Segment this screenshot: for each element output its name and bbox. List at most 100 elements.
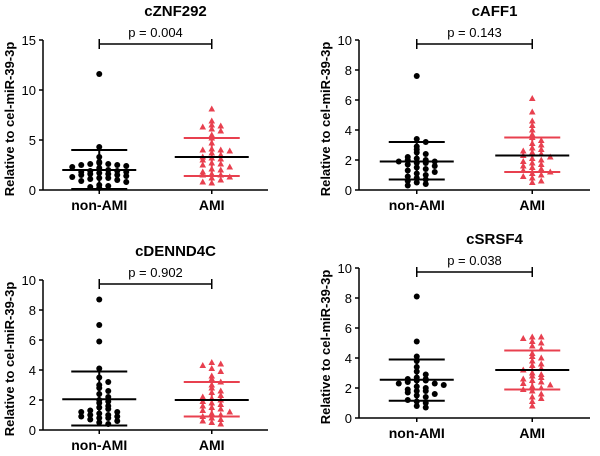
data-point-AMI <box>528 117 536 124</box>
data-point-AMI <box>208 365 216 371</box>
data-point-non-AMI <box>105 415 112 421</box>
data-point-AMI <box>226 147 234 154</box>
data-point-AMI <box>199 123 207 130</box>
data-point-AMI <box>519 162 527 169</box>
y-tick-label: 10 <box>22 273 36 288</box>
y-tick-label: 0 <box>345 183 352 198</box>
data-point-AMI <box>528 398 536 404</box>
data-point-AMI <box>199 402 207 409</box>
data-point-AMI <box>528 393 536 400</box>
data-point-non-AMI <box>96 365 103 372</box>
y-tick-label: 5 <box>29 133 36 148</box>
data-point-AMI <box>208 375 216 382</box>
data-point-non-AMI <box>114 409 121 415</box>
data-point-AMI <box>537 165 545 172</box>
data-point-non-AMI <box>96 322 103 328</box>
data-point-AMI <box>537 374 545 380</box>
data-point-non-AMI <box>422 388 429 394</box>
data-point-AMI <box>217 166 225 173</box>
data-point-non-AMI <box>114 162 121 168</box>
chart-panel-cSRSF4: cSRSF4 Relative to cel-miR-39-3p 0 2 4 6 8 10 no… <box>318 231 590 441</box>
data-point-AMI <box>528 179 536 185</box>
y-tick-label: 8 <box>345 291 352 306</box>
data-point-AMI <box>208 174 216 181</box>
x-tick-label: non-AMI <box>71 437 127 453</box>
data-point-non-AMI <box>404 182 411 189</box>
chart-title: cZNF292 <box>144 3 207 20</box>
y-tick-label: 4 <box>345 351 352 366</box>
data-point-AMI <box>217 127 225 134</box>
chart-title: cSRSF4 <box>466 231 523 248</box>
data-point-AMI <box>537 137 545 143</box>
data-point-AMI <box>217 405 225 412</box>
data-point-AMI <box>519 375 527 382</box>
p-value-label: p = 0.004 <box>128 25 183 40</box>
data-point-AMI <box>217 401 225 407</box>
data-point-non-AMI <box>105 388 112 394</box>
y-tick-label: 2 <box>345 381 352 396</box>
chart-panel-cDENND4C: cDENND4C Relative to cel-miR-39-3p 0 2 4 6 8 10… <box>2 243 268 453</box>
x-tick-label: non-AMI <box>389 197 445 213</box>
chart-title: cAFF1 <box>472 3 518 20</box>
data-point-AMI <box>537 390 545 397</box>
data-point-AMI <box>208 125 216 132</box>
data-point-non-AMI <box>105 183 112 189</box>
chart-panel-cZNF292: cZNF292 Relative to cel-miR-39-3p 0 5 10 15 no… <box>2 3 268 213</box>
data-point-AMI <box>537 171 545 178</box>
data-point-non-AMI <box>422 394 429 400</box>
p-value-label: p = 0.143 <box>447 25 502 40</box>
data-point-AMI <box>208 419 216 425</box>
data-point-AMI <box>208 121 216 128</box>
data-point-non-AMI <box>96 71 103 77</box>
data-point-AMI <box>199 393 207 400</box>
data-point-non-AMI <box>422 172 429 178</box>
data-point-AMI <box>519 158 527 164</box>
data-point-non-AMI <box>96 296 103 303</box>
y-tick-label: 4 <box>345 123 352 138</box>
data-point-AMI <box>199 178 207 185</box>
data-point-non-AMI <box>413 338 420 345</box>
data-point-AMI <box>537 141 545 148</box>
data-point-AMI <box>199 146 207 153</box>
data-point-AMI <box>519 335 527 341</box>
data-point-AMI <box>217 176 225 183</box>
data-point-AMI <box>199 362 207 368</box>
data-point-AMI <box>208 179 216 186</box>
y-tick-label: 2 <box>29 393 36 408</box>
data-point-AMI <box>199 407 207 413</box>
data-point-non-AMI <box>413 293 420 300</box>
x-tick-label: AMI <box>199 197 225 213</box>
y-tick-label: 2 <box>345 153 352 168</box>
data-point-non-AMI <box>422 404 429 411</box>
data-point-AMI <box>226 163 234 170</box>
data-point-AMI <box>537 339 545 346</box>
data-point-AMI <box>546 381 554 388</box>
data-point-AMI <box>208 105 216 112</box>
data-point-non-AMI <box>114 418 121 424</box>
y-tick-label: 10 <box>22 83 36 98</box>
data-point-AMI <box>519 380 527 386</box>
data-point-non-AMI <box>78 178 85 184</box>
y-axis-label: Relative to cel-miR-39-3p <box>2 282 17 437</box>
p-value-label: p = 0.902 <box>128 265 183 280</box>
data-point-non-AMI <box>87 161 94 167</box>
data-point-AMI <box>528 333 536 340</box>
data-point-non-AMI <box>413 136 420 142</box>
chart-panel-cAFF1: cAFF1 Relative to cel-miR-39-3p 0 2 4 6 8 10 non… <box>318 3 590 213</box>
data-point-non-AMI <box>87 407 94 414</box>
data-point-non-AMI <box>413 73 420 79</box>
data-point-AMI <box>199 161 207 168</box>
y-tick-label: 0 <box>29 423 36 438</box>
y-tick-label: 15 <box>22 33 36 48</box>
data-point-non-AMI <box>431 391 438 397</box>
data-point-AMI <box>537 360 545 367</box>
x-tick-label: non-AMI <box>389 425 445 441</box>
data-point-non-AMI <box>69 164 76 170</box>
data-point-AMI <box>528 338 536 344</box>
data-point-non-AMI <box>87 416 94 423</box>
data-point-non-AMI <box>78 409 85 415</box>
data-point-non-AMI <box>431 163 438 169</box>
data-point-AMI <box>528 95 536 101</box>
data-point-AMI <box>537 177 545 184</box>
data-point-AMI <box>537 161 545 167</box>
